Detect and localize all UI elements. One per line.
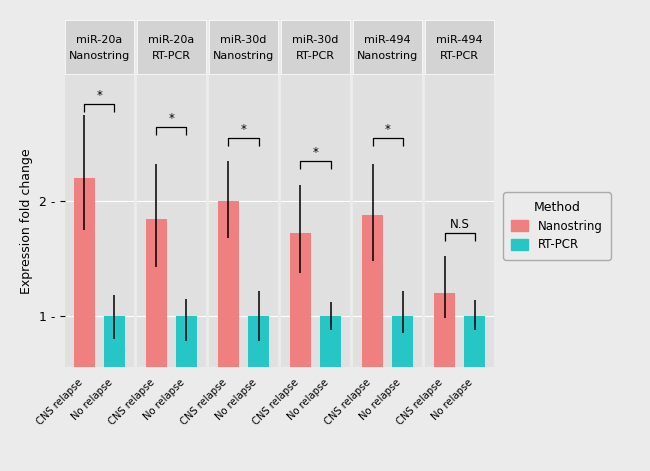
Y-axis label: Expression fold change: Expression fold change: [20, 148, 33, 294]
Text: Nanostring: Nanostring: [69, 51, 130, 61]
Bar: [176, 316, 197, 430]
Bar: [248, 316, 269, 430]
Bar: [218, 201, 239, 430]
Text: miR-494: miR-494: [364, 35, 411, 45]
Bar: [74, 179, 94, 430]
Text: *: *: [168, 112, 174, 125]
Text: miR-20a: miR-20a: [148, 35, 194, 45]
Legend: Nanostring, RT-PCR: Nanostring, RT-PCR: [503, 193, 610, 260]
Text: *: *: [313, 146, 318, 159]
Text: N.S: N.S: [450, 218, 469, 231]
Text: miR-494: miR-494: [436, 35, 483, 45]
Bar: [465, 316, 485, 430]
Bar: [434, 293, 455, 430]
Bar: [362, 215, 383, 430]
Text: *: *: [385, 123, 391, 136]
Bar: [146, 219, 166, 430]
Text: *: *: [240, 123, 246, 136]
Text: miR-30d: miR-30d: [220, 35, 266, 45]
Text: *: *: [96, 89, 102, 102]
Text: Nanostring: Nanostring: [213, 51, 274, 61]
Bar: [393, 316, 413, 430]
Text: RT-PCR: RT-PCR: [296, 51, 335, 61]
Text: miR-30d: miR-30d: [292, 35, 339, 45]
Text: RT-PCR: RT-PCR: [152, 51, 191, 61]
Bar: [290, 234, 311, 430]
Bar: [104, 316, 125, 430]
Text: Nanostring: Nanostring: [357, 51, 418, 61]
Bar: [320, 316, 341, 430]
Text: miR-20a: miR-20a: [76, 35, 122, 45]
Text: RT-PCR: RT-PCR: [440, 51, 479, 61]
